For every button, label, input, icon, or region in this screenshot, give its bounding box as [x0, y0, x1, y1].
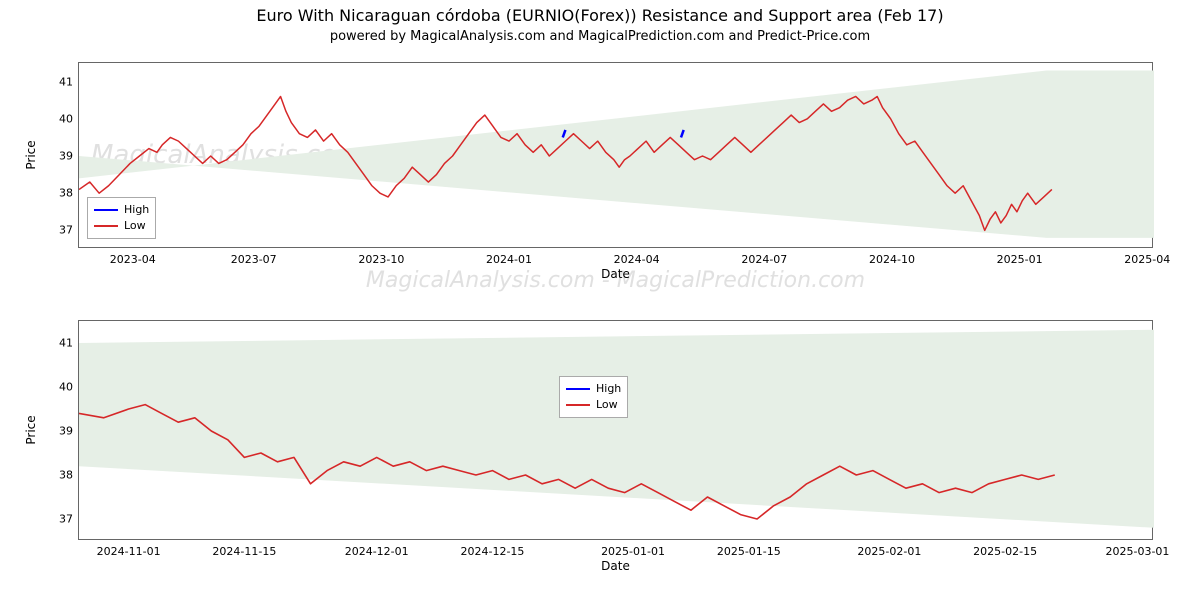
legend-label: High	[124, 202, 149, 218]
x-tick-label: 2023-10	[358, 247, 404, 266]
legend-swatch	[94, 225, 118, 227]
x-tick-label: 2024-04	[614, 247, 660, 266]
x-tick-label: 2025-02-15	[973, 539, 1037, 558]
chart-subtitle: powered by MagicalAnalysis.com and Magic…	[0, 25, 1200, 44]
x-tick-label: 2023-04	[110, 247, 156, 266]
x-tick-label: 2025-04	[1124, 247, 1170, 266]
y-tick-label: 41	[59, 75, 79, 88]
support-resistance-shade	[79, 70, 1154, 237]
y-tick-label: 40	[59, 381, 79, 394]
y-axis-label: Price	[24, 415, 38, 444]
x-tick-label: 2024-12-01	[345, 539, 409, 558]
x-tick-label: 2024-11-15	[212, 539, 276, 558]
y-axis-label: Price	[24, 140, 38, 169]
legend-label: High	[596, 381, 621, 397]
legend-top: HighLow	[87, 197, 156, 239]
legend-label: Low	[124, 218, 146, 234]
x-tick-label: 2023-07	[231, 247, 277, 266]
legend-swatch	[566, 388, 590, 390]
x-tick-label: 2025-01	[997, 247, 1043, 266]
x-tick-label: 2024-12-15	[460, 539, 524, 558]
y-tick-label: 39	[59, 150, 79, 163]
support-resistance-shade	[79, 330, 1154, 528]
y-tick-label: 39	[59, 425, 79, 438]
y-tick-label: 40	[59, 112, 79, 125]
legend-item: Low	[94, 218, 149, 234]
x-tick-label: 2025-01-01	[601, 539, 665, 558]
x-tick-label: 2025-01-15	[717, 539, 781, 558]
legend-label: Low	[596, 397, 618, 413]
chart-panel-top: MagicalAnalysis.com - MagicalPrediction.…	[78, 62, 1153, 248]
legend-item: Low	[566, 397, 621, 413]
y-tick-label: 41	[59, 337, 79, 350]
chart-panel-bottom: MagicalAnalysis.com - MagicalPrediction.…	[78, 320, 1153, 540]
chart-title: Euro With Nicaraguan córdoba (EURNIO(For…	[0, 0, 1200, 25]
y-tick-label: 37	[59, 513, 79, 526]
legend-swatch	[566, 404, 590, 406]
x-tick-label: 2024-07	[741, 247, 787, 266]
y-tick-label: 37	[59, 224, 79, 237]
legend-item: High	[94, 202, 149, 218]
x-tick-label: 2024-10	[869, 247, 915, 266]
x-axis-label: Date	[601, 267, 630, 281]
x-axis-label: Date	[601, 559, 630, 573]
y-tick-label: 38	[59, 187, 79, 200]
figure-container: Euro With Nicaraguan córdoba (EURNIO(For…	[0, 0, 1200, 600]
chart-svg-top	[79, 63, 1154, 249]
x-tick-label: 2025-02-01	[857, 539, 921, 558]
legend-item: High	[566, 381, 621, 397]
x-tick-label: 2025-03-01	[1105, 539, 1169, 558]
y-tick-label: 38	[59, 469, 79, 482]
legend-swatch	[94, 209, 118, 211]
x-tick-label: 2024-11-01	[97, 539, 161, 558]
x-tick-label: 2024-01	[486, 247, 532, 266]
legend-bottom: HighLow	[559, 376, 628, 418]
chart-svg-bottom	[79, 321, 1154, 541]
